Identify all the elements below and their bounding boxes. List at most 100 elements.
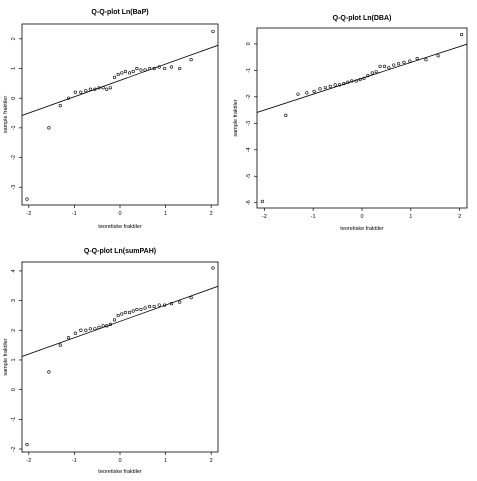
data-point: [143, 306, 147, 310]
x-tick-label: 2: [210, 458, 213, 464]
data-point: [189, 296, 193, 300]
data-point: [211, 266, 215, 270]
data-point: [397, 62, 401, 66]
x-axis-label: teoretiske fraktiler: [98, 469, 142, 475]
data-point: [296, 92, 300, 96]
reference-line: [22, 44, 218, 116]
data-point: [47, 370, 51, 374]
data-point: [211, 29, 215, 34]
data-point: [318, 87, 322, 91]
plot-frame: [256, 27, 468, 209]
data-point: [305, 91, 309, 95]
data-point: [148, 304, 152, 309]
data-point: [116, 313, 120, 318]
data-point: [131, 69, 135, 74]
data-point: [382, 64, 387, 68]
data-point: [112, 75, 117, 80]
x-tick-label: 1: [409, 214, 412, 220]
data-point: [378, 64, 382, 68]
data-point: [25, 197, 29, 201]
y-tick-label: -3: [246, 121, 252, 126]
data-point: [105, 324, 109, 328]
data-point: [157, 65, 161, 69]
data-point: [79, 90, 83, 94]
data-point: [436, 54, 440, 58]
data-point: [58, 343, 62, 347]
y-axis-label: sample fraktiler: [233, 99, 239, 136]
x-tick-label: 1: [164, 458, 167, 464]
x-tick-label: -1: [311, 214, 316, 220]
y-axis-label: sample fraktiler: [3, 96, 9, 133]
data-point: [178, 300, 182, 304]
data-point: [139, 307, 143, 312]
data-point: [362, 76, 366, 80]
plot-frame: [21, 261, 219, 453]
y-tick-label: 0: [11, 97, 17, 100]
data-point: [178, 66, 182, 71]
y-tick-label: 1: [11, 358, 17, 361]
x-tick-label: 2: [210, 211, 213, 217]
data-point: [284, 113, 288, 117]
data-point: [66, 336, 71, 340]
data-point: [97, 325, 101, 329]
chart-title: Q-Q-plot Ln(BaP): [91, 9, 148, 16]
data-point: [189, 58, 193, 62]
data-point: [101, 86, 105, 90]
y-tick-label: -1: [246, 68, 252, 73]
data-point: [370, 71, 374, 75]
data-point: [135, 307, 139, 312]
data-point: [112, 318, 117, 322]
data-point: [25, 442, 29, 447]
data-point: [58, 103, 62, 108]
data-point: [374, 70, 378, 74]
data-point: [66, 96, 71, 100]
data-point: [402, 60, 406, 65]
data-point: [333, 83, 337, 87]
y-tick-label: 2: [11, 37, 17, 40]
y-tick-label: -4: [246, 147, 252, 152]
data-point: [88, 87, 92, 91]
y-tick-label: -2: [246, 94, 252, 99]
data-point: [415, 56, 419, 61]
y-tick-label: 0: [246, 42, 252, 45]
data-point: [387, 66, 391, 70]
x-tick-label: -1: [72, 211, 77, 217]
data-point: [73, 331, 77, 335]
data-point: [97, 86, 101, 90]
data-point: [93, 327, 97, 331]
data-point: [127, 310, 132, 315]
data-point: [358, 78, 362, 82]
data-point: [157, 303, 161, 307]
data-point: [105, 87, 109, 91]
data-point: [169, 65, 174, 69]
y-tick-label: -1: [11, 125, 17, 130]
x-axis-label: teoretiske fraktiler: [98, 224, 142, 230]
y-tick-label: 4: [11, 269, 17, 272]
data-point: [123, 69, 128, 74]
data-point: [143, 68, 147, 72]
data-point: [424, 58, 428, 62]
data-point: [460, 33, 464, 37]
data-point: [328, 84, 332, 88]
x-tick-label: 2: [458, 214, 461, 220]
y-tick-label: 0: [11, 388, 17, 391]
reference-line: [22, 285, 218, 357]
y-tick-label: -2: [11, 447, 17, 452]
data-point: [84, 89, 88, 93]
data-point: [93, 87, 97, 91]
data-point: [323, 85, 327, 90]
data-point: [337, 83, 342, 87]
y-tick-label: -2: [11, 155, 17, 160]
data-point: [163, 66, 167, 71]
data-point: [312, 89, 316, 94]
y-axis-label: sample fraktiler: [3, 338, 9, 375]
data-point: [408, 59, 412, 63]
x-tick-label: -2: [262, 214, 267, 220]
y-tick-label: -6: [246, 200, 252, 205]
y-tick-label: -5: [246, 174, 252, 179]
data-point: [131, 309, 135, 313]
data-point: [127, 71, 132, 75]
data-point: [260, 199, 264, 203]
data-point: [152, 304, 156, 309]
